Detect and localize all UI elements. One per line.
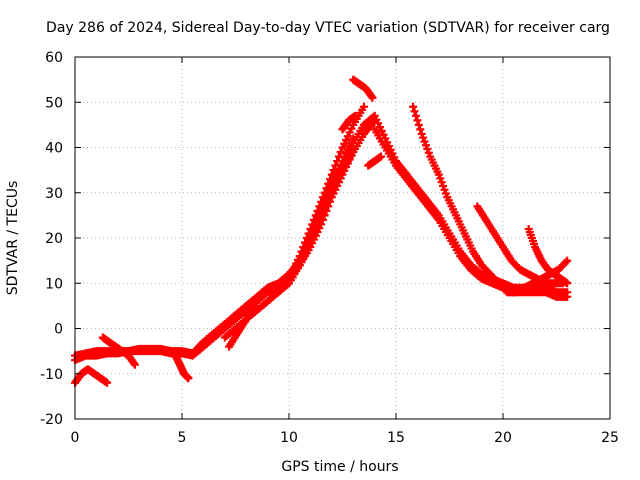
y-tick-label: 30 [45,186,63,202]
data-point [563,256,572,265]
x-tick-label: 10 [280,430,298,446]
ticks: 0 5 10 15 20 25 -20 -10 0 10 20 30 40 50 60 [40,50,619,446]
x-tick-label: 25 [601,430,619,446]
data-point [317,197,326,206]
data-point [411,111,420,120]
data-point [424,148,433,157]
grid [75,57,610,419]
data-point [413,116,422,125]
y-axis-label: SDTVAR / TECUs [5,181,21,296]
series-s11 [524,224,572,288]
series-s15 [225,301,259,351]
data-point [561,258,570,267]
data-point [326,193,335,202]
data-point [103,378,112,387]
x-tick-label: 0 [71,430,80,446]
data-point [320,206,329,215]
data-point [313,206,322,215]
data-point [315,202,324,211]
data-point [309,215,318,224]
series-s2 [71,116,379,365]
data-point [437,178,446,187]
data-point [441,189,450,198]
data-point [349,134,358,143]
y-tick-label: -20 [40,412,63,428]
data-point [436,174,445,183]
data-point [306,224,315,233]
data-point [359,102,368,111]
data-point [351,111,360,120]
data-point [414,120,423,129]
data-point [322,202,331,211]
series-s16 [338,111,360,134]
data-point [304,229,313,238]
series-s1 [71,111,379,360]
x-tick-label: 5 [178,430,187,446]
data-point [439,181,448,190]
data-point [410,107,419,116]
data-point [440,185,449,194]
y-tick-label: 10 [45,276,63,292]
data-point [368,93,377,102]
chart-title: Day 286 of 2024, Sidereal Day-to-day VTE… [46,20,610,36]
data-point [308,220,317,229]
data-point [417,129,426,138]
data-point [318,193,327,202]
y-tick-label: 60 [45,50,63,66]
x-tick-label: 15 [387,430,405,446]
data-point [377,152,386,161]
data-point [416,125,425,134]
data-point [333,157,342,166]
data-point [563,292,572,301]
series-s5 [285,148,358,288]
series-s6 [349,75,377,102]
data-point [421,141,430,150]
data-point [324,179,333,188]
data-point [326,175,335,184]
data-point [409,102,418,111]
y-tick-label: 0 [54,322,63,338]
data-point [322,184,331,193]
y-tick-label: 50 [45,95,63,111]
data-point [349,148,358,157]
series-s17 [364,152,386,170]
data-point [250,301,259,310]
data-point [334,152,343,161]
data-point [563,279,572,288]
x-tick-label: 20 [494,430,512,446]
series-s10 [473,202,567,288]
data-point [130,360,139,369]
data-point [423,145,432,154]
data-point [320,188,329,197]
y-tick-label: -10 [40,367,63,383]
series-s4 [274,102,368,297]
x-axis-label: GPS time / hours [281,459,398,475]
data-layer [71,75,572,387]
data-point [184,374,193,383]
y-tick-label: 40 [45,141,63,157]
data-point [329,166,338,175]
data-point [324,197,333,206]
data-point [311,211,320,220]
series-s12 [98,333,139,369]
data-point [327,170,336,179]
y-tick-label: 20 [45,231,63,247]
data-point [317,215,326,224]
series-s13 [71,365,112,387]
data-point [434,170,443,179]
series-s8 [370,125,572,301]
series-s14 [167,347,193,383]
data-point [318,211,327,220]
data-point [420,137,429,146]
data-point [331,161,340,170]
data-point [419,133,428,142]
data-point [336,148,345,157]
